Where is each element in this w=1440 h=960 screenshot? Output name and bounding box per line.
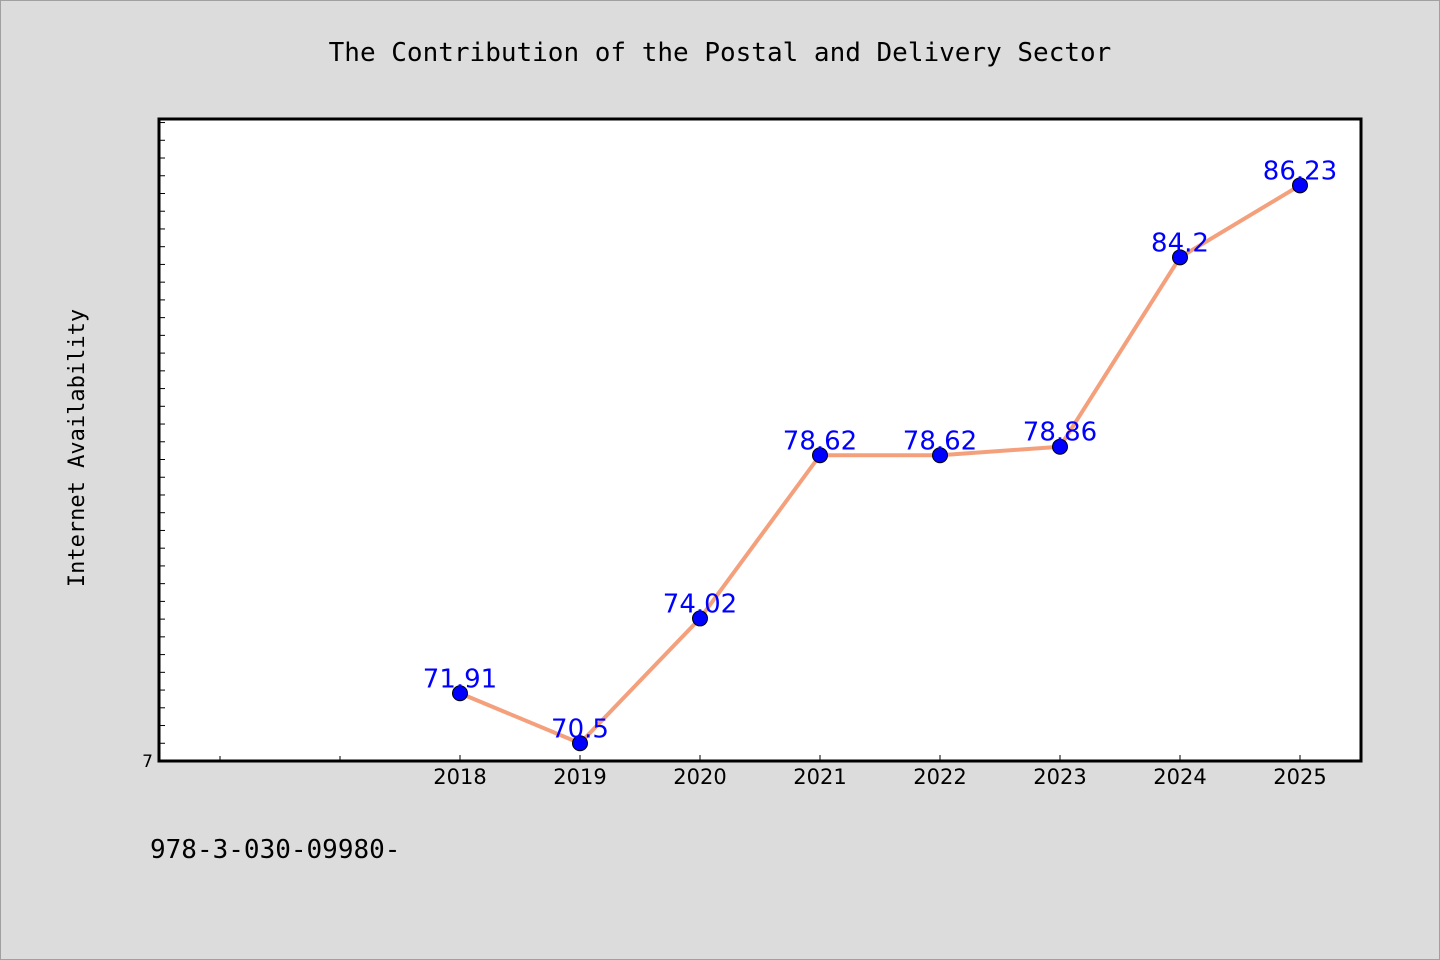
series-line-group	[458, 183, 1302, 746]
data-point	[932, 447, 948, 464]
x-axis-ticks: 2018 2019 2020 2021 2022 2023 2024 2025	[219, 755, 1327, 789]
series-line	[458, 183, 1302, 746]
footnote-isbn: 978-3-030-09980-	[150, 835, 401, 865]
data-points	[452, 177, 1308, 752]
x-tick-label: 2018	[433, 765, 486, 789]
x-tick-label: 2020	[673, 765, 726, 789]
data-label: 84.2	[1151, 228, 1209, 258]
x-tick-label: 2025	[1273, 765, 1326, 789]
data-labels: 71.91 70.5 74.02 78.62 78.62 78.86 84.2 86.23	[423, 156, 1337, 744]
x-tick-label: 2021	[793, 765, 846, 789]
x-tick-label: 2022	[913, 765, 966, 789]
data-label: 86.23	[1263, 156, 1337, 186]
data-label: 74.02	[663, 589, 737, 619]
data-point	[1172, 249, 1188, 266]
data-point	[1052, 438, 1068, 455]
data-point	[452, 685, 468, 702]
x-tick-label: 2019	[553, 765, 606, 789]
data-label: 78.86	[1023, 418, 1097, 448]
data-label: 70.5	[551, 714, 609, 744]
data-label: 78.62	[903, 426, 977, 456]
y-axis-label: Internet Availability	[65, 309, 90, 587]
data-point	[692, 610, 708, 627]
y-tick-label: 7	[142, 752, 153, 772]
data-point	[572, 735, 588, 752]
data-point	[1292, 177, 1308, 194]
x-tick-label: 2024	[1153, 765, 1206, 789]
data-label: 78.62	[783, 426, 857, 456]
x-tick-label: 2023	[1033, 765, 1086, 789]
plot-area	[157, 117, 1363, 763]
y-axis-ticks: 7	[142, 122, 165, 772]
data-point	[812, 447, 828, 464]
data-label: 71.91	[423, 664, 497, 694]
chart-title: The Contribution of the Postal and Deliv…	[329, 38, 1112, 68]
